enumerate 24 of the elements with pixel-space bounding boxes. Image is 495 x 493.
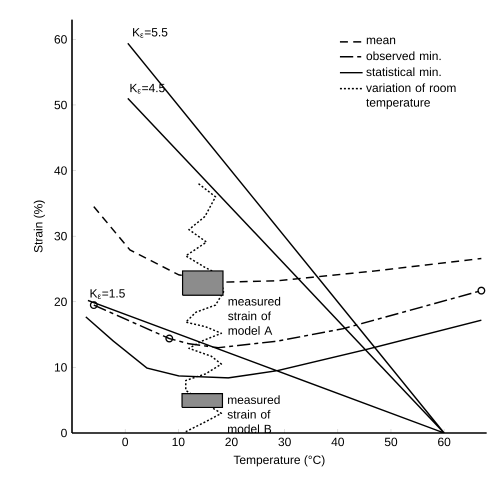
y-tick-label: 20 [54, 298, 67, 306]
y-tick-label: 40 [54, 166, 67, 175]
x-tick-label: 50 [384, 438, 398, 446]
x-tick-label: 0 [122, 438, 128, 446]
x-tick-label: 40 [331, 438, 344, 446]
y-tick-label: 50 [54, 100, 67, 110]
x-tick-label: 10 [172, 438, 185, 446]
y-tick-label: 30 [54, 232, 67, 240]
legend-label: statistical min. [366, 67, 441, 76]
legend-label: variation of room temperature [366, 83, 456, 110]
annotation: K$_{ε}$=5.5 [133, 28, 168, 38]
y-tick-label: 60 [54, 35, 67, 44]
annotation: K$_{ε}$=4.5 [130, 84, 165, 94]
y-axis-title: Strain (%) [34, 200, 45, 252]
y-tick-label: 0 [61, 428, 67, 438]
legend-label: mean [366, 38, 396, 44]
x-tick-label: 20 [225, 438, 238, 446]
x-tick-label: 60 [438, 438, 450, 446]
legend-label: observed min. [366, 51, 441, 60]
x-tick-label: 30 [278, 438, 291, 446]
y-tick-label: 10 [54, 363, 67, 372]
x-axis-title: Temperature (°C) [234, 455, 324, 466]
annotation: K$_{ε}$=1.5 [90, 289, 125, 299]
series-label: measured strain of model A [228, 296, 280, 335]
